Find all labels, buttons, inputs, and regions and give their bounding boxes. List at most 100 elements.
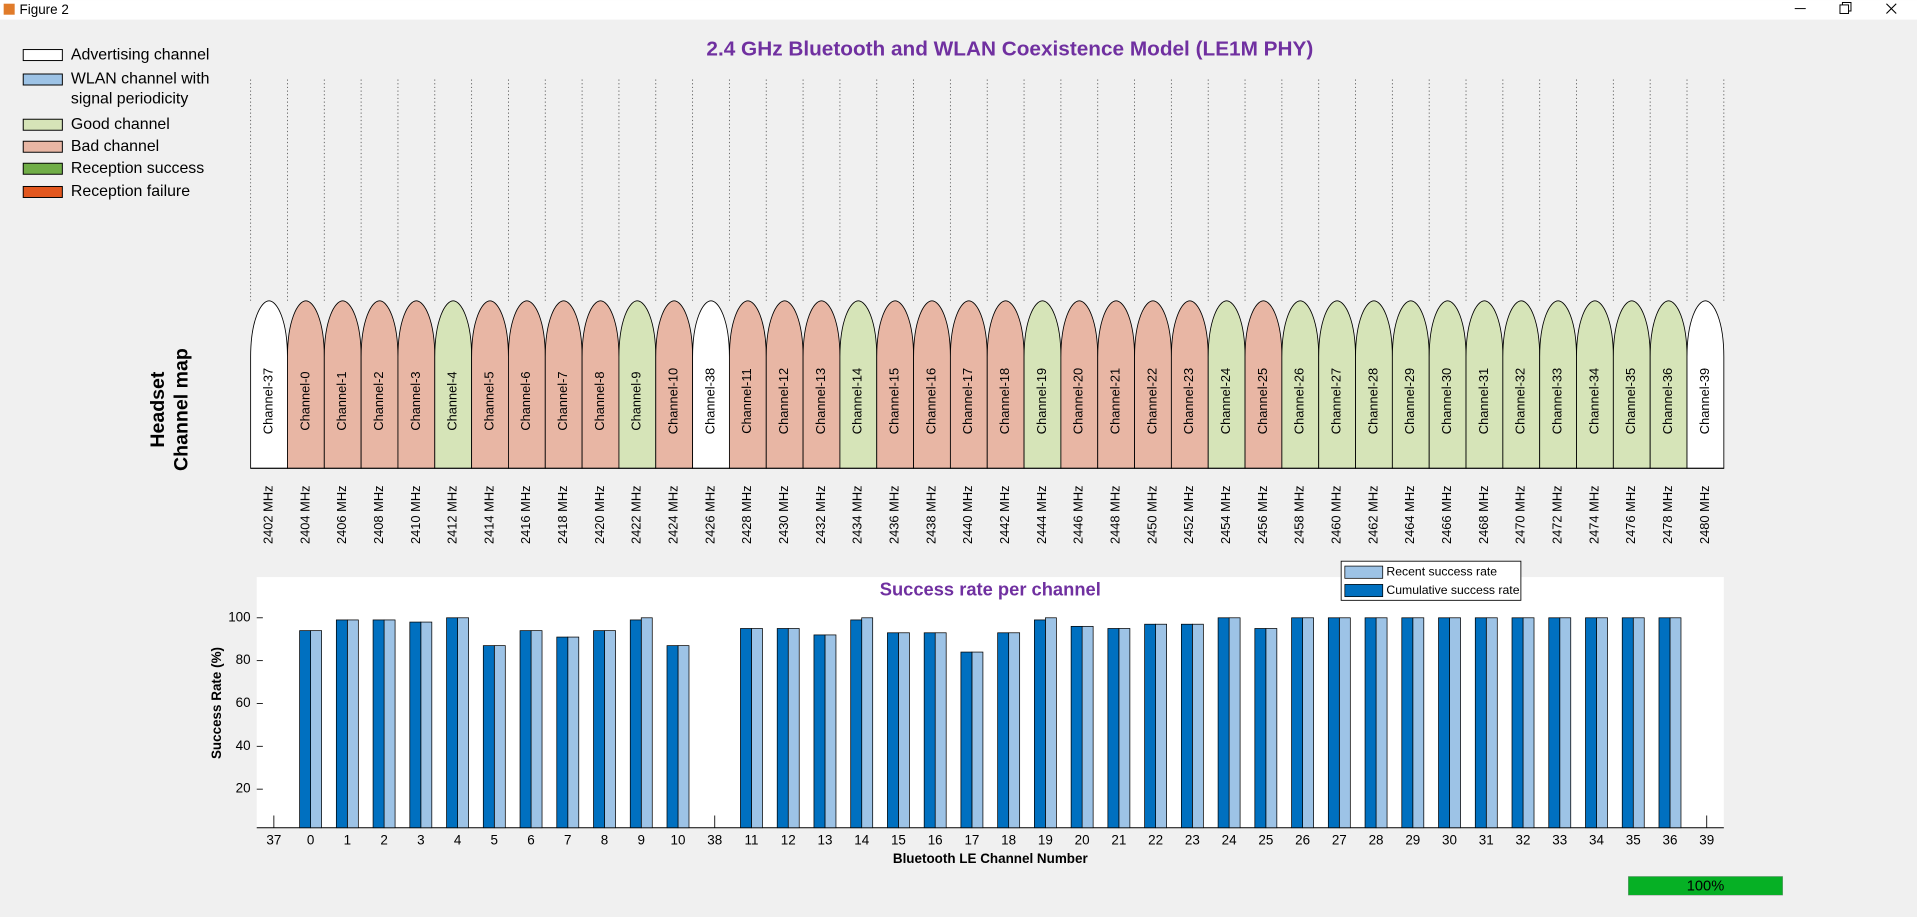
bar xyxy=(1621,617,1634,829)
legend-label: Reception success xyxy=(71,160,204,177)
legend-swatch xyxy=(22,118,63,131)
channel-shape xyxy=(397,300,436,469)
bar xyxy=(898,632,910,829)
y-tick-label: 60 xyxy=(236,695,251,710)
channel-shape xyxy=(913,300,951,469)
x-tick-label: 21 xyxy=(1111,833,1126,848)
bar xyxy=(493,645,506,829)
x-tick-label: 14 xyxy=(854,833,869,848)
bar xyxy=(923,632,936,829)
window-title: Figure 2 xyxy=(20,2,69,17)
y-tick-label: 80 xyxy=(236,652,251,667)
channel-name: Channel-1 xyxy=(334,371,349,430)
bar xyxy=(1511,617,1524,829)
channel-name: Channel-34 xyxy=(1586,368,1601,434)
channel-frequency: 2468 MHz xyxy=(1476,486,1491,544)
channel-shape xyxy=(1355,300,1393,469)
bar xyxy=(446,617,458,829)
bar xyxy=(861,617,874,829)
channel-shape xyxy=(471,300,509,469)
bar xyxy=(640,617,653,829)
channel-name: Channel-29 xyxy=(1402,368,1417,434)
bar xyxy=(1485,617,1498,829)
restore-icon xyxy=(1839,4,1850,14)
channel-frequency: 2462 MHz xyxy=(1365,486,1380,544)
bar xyxy=(1327,617,1340,829)
channel-frequency: 2422 MHz xyxy=(629,486,644,544)
channel-name: Channel-12 xyxy=(776,368,791,434)
bar xyxy=(1155,623,1167,829)
legend-label: Good channel xyxy=(71,116,170,133)
close-button[interactable] xyxy=(1886,3,1897,14)
channel-frequency: 2448 MHz xyxy=(1108,486,1123,544)
channel-shape xyxy=(1060,300,1099,469)
x-tick-label: 36 xyxy=(1663,833,1678,848)
channel-name: Channel-16 xyxy=(923,368,938,434)
bar xyxy=(751,628,763,829)
channel-shape xyxy=(655,300,694,469)
x-tick-label: 13 xyxy=(817,833,832,848)
channel-frequency: 2404 MHz xyxy=(297,486,312,544)
channel-frequency: 2414 MHz xyxy=(481,486,496,544)
channel-frequency: 2402 MHz xyxy=(260,486,275,544)
channel-name: Channel-0 xyxy=(297,371,312,430)
x-tick-label: 5 xyxy=(491,833,498,848)
channel-frequency: 2464 MHz xyxy=(1402,486,1417,544)
channel-name: Channel-14 xyxy=(850,368,865,434)
legend-swatch xyxy=(22,162,63,175)
channel-frequency: 2442 MHz xyxy=(997,486,1012,544)
channel-shape xyxy=(949,300,988,469)
channel-shape xyxy=(1023,300,1062,469)
bar xyxy=(346,619,359,829)
bar xyxy=(887,632,899,829)
bar xyxy=(1291,617,1303,829)
bar xyxy=(1045,617,1057,829)
bar xyxy=(971,651,984,829)
x-tick-label: 30 xyxy=(1442,833,1457,848)
legend-swatch xyxy=(22,49,63,62)
channel-frequency: 2434 MHz xyxy=(850,486,865,544)
channel-name: Channel-20 xyxy=(1071,368,1086,434)
channel-name: Channel-15 xyxy=(887,368,902,434)
bar xyxy=(1401,617,1414,829)
legend-label: WLAN channel with xyxy=(71,71,210,88)
bar xyxy=(1034,619,1046,829)
x-tick-label: 19 xyxy=(1038,833,1053,848)
channel-shape xyxy=(1097,300,1135,469)
channel-name: Channel-5 xyxy=(481,371,496,430)
channel-frequency: 2436 MHz xyxy=(887,486,902,544)
bar xyxy=(813,634,826,829)
channel-name: Channel-30 xyxy=(1439,368,1454,434)
channel-shape xyxy=(839,300,878,469)
channel-name: Channel-18 xyxy=(997,368,1012,434)
x-tick-label: 15 xyxy=(891,833,906,848)
channel-frequency: 2460 MHz xyxy=(1329,486,1344,544)
bar xyxy=(383,619,396,829)
bar xyxy=(1228,617,1241,829)
bar xyxy=(1449,617,1461,829)
channel-shape xyxy=(1502,300,1541,469)
channel-frequency: 2406 MHz xyxy=(334,486,349,544)
x-tick-label: 31 xyxy=(1479,833,1494,848)
channel-shape xyxy=(1465,300,1504,469)
restore-button[interactable] xyxy=(1839,1,1852,14)
channel-name: Channel-4 xyxy=(445,371,460,430)
channel-frequency: 2480 MHz xyxy=(1697,486,1712,544)
bar xyxy=(666,645,679,829)
bar xyxy=(960,651,973,829)
channel-shape xyxy=(1244,300,1283,469)
x-axis-label: Bluetooth LE Channel Number xyxy=(893,851,1089,866)
channel-shape xyxy=(1576,300,1614,469)
channel-name: Channel-28 xyxy=(1365,368,1380,434)
bar xyxy=(1596,617,1608,829)
restore-icon xyxy=(1841,1,1852,12)
legend-swatch xyxy=(22,185,63,198)
x-tick-label: 32 xyxy=(1516,833,1531,848)
channel-name: Channel-35 xyxy=(1623,368,1638,434)
chart-title: Success rate per channel xyxy=(880,578,1101,599)
bar xyxy=(1118,628,1131,829)
x-tick-label: 10 xyxy=(671,833,686,848)
channel-name: Channel-6 xyxy=(518,371,533,430)
channel-name: Channel-26 xyxy=(1292,368,1307,434)
x-tick-label: 26 xyxy=(1295,833,1310,848)
